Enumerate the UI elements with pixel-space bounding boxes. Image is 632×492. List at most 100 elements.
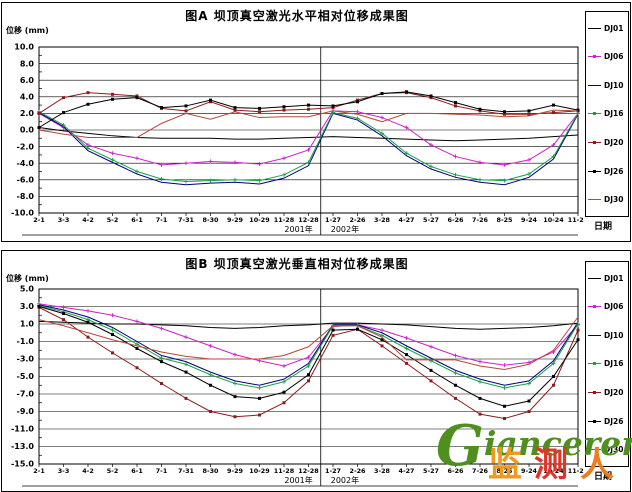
legend-line-sample [588,277,601,279]
svg-text:7-1: 7-1 [156,467,168,475]
legend-item-dj16: DJ16 [586,109,628,118]
svg-text:-2.0: -2.0 [17,142,35,151]
svg-text:-11.0: -11.0 [11,425,34,434]
svg-text:2001年: 2001年 [284,224,312,234]
svg-text:-1.0: -1.0 [17,337,35,346]
svg-text:3-28: 3-28 [374,467,391,475]
legend-line-sample [588,305,601,309]
svg-text:8-25: 8-25 [497,216,513,224]
svg-text:3.0: 3.0 [20,302,35,311]
svg-text:7-26: 7-26 [472,467,489,475]
legend-line-sample [588,55,601,59]
svg-text:6.0: 6.0 [20,76,35,85]
legend-series-name: DJ20 [604,388,624,398]
legend-item-dj26: DJ26 [586,167,628,176]
chart-b-title: 图B 坝顶真空激光垂直相对位移成果图 [185,257,409,271]
legend-series-name: DJ10 [604,330,624,340]
legend-series-name: DJ30 [604,195,624,205]
svg-text:-13.0: -13.0 [11,442,34,451]
svg-text:7-31: 7-31 [178,467,194,475]
legend-line-sample [588,419,601,423]
legend-item-dj06: DJ06 [586,52,628,61]
chart-b-legend: DJ01 DJ06 DJ10 DJ16 DJ20 DJ26 DJ30 [585,261,629,467]
svg-text:2.0: 2.0 [20,109,35,118]
svg-text:3-28: 3-28 [374,216,391,224]
svg-text:3-3: 3-3 [58,216,70,224]
svg-text:6-26: 6-26 [448,467,465,475]
svg-text:6-26: 6-26 [448,216,465,224]
chart-a-panel: 图A 坝顶真空激光水平相对位移成果图 位移 (mm) -10.0 -8.0 -6.0… [1,2,631,242]
chart-b-y-axis-unit: 位移 (mm) [6,274,49,283]
svg-text:3-3: 3-3 [58,467,70,475]
svg-text:-6.0: -6.0 [17,176,35,185]
legend-line-sample [588,27,601,29]
svg-text:-8.0: -8.0 [17,192,35,201]
svg-text:5.0: 5.0 [20,285,35,294]
legend-line-sample [588,169,601,173]
svg-text:10-29: 10-29 [249,216,270,224]
svg-text:9-29: 9-29 [227,216,244,224]
svg-text:12-28: 12-28 [298,467,319,475]
svg-text:2-1: 2-1 [33,216,45,224]
svg-text:5-27: 5-27 [423,467,439,475]
legend-series-name: DJ01 [604,273,624,283]
svg-text:4.0: 4.0 [20,93,35,102]
legend-series-name: DJ06 [604,52,624,62]
svg-text:9-29: 9-29 [227,467,244,475]
svg-text:7-26: 7-26 [472,216,489,224]
svg-text:-9.0: -9.0 [17,407,35,416]
svg-text:8-30: 8-30 [203,467,220,475]
legend-series-name: DJ30 [604,445,624,455]
svg-text:9-24: 9-24 [521,467,538,475]
legend-item-dj30: DJ30 [586,445,628,454]
svg-text:4-27: 4-27 [399,216,415,224]
svg-text:10-24: 10-24 [543,216,564,224]
legend-line-sample [588,362,601,366]
legend-line-sample [588,334,601,336]
svg-text:5-27: 5-27 [423,216,439,224]
chart-a-legend: DJ01 DJ06 DJ10 DJ16 DJ20 DJ26 DJ30 [585,11,629,217]
legend-item-dj10: DJ10 [586,331,628,340]
chart-b-plot: -15.0 -13.0 -11.0 -9.0 -7.0 -5.0 -3.0 -1.0 1.0 3.… [11,285,584,487]
svg-text:2002年: 2002年 [331,475,359,485]
legend-line-sample [588,199,601,201]
legend-item-dj20: DJ20 [586,388,628,397]
legend-series-name: DJ01 [604,23,624,33]
svg-text:-10.0: -10.0 [11,209,34,218]
svg-text:8-30: 8-30 [203,216,220,224]
svg-text:2002年: 2002年 [331,224,359,234]
legend-item-dj26: DJ26 [586,417,628,426]
chart-a-title: 图A 坝顶真空激光水平相对位移成果图 [185,9,409,23]
svg-text:-5.0: -5.0 [17,372,35,381]
svg-text:10.0: 10.0 [14,43,34,52]
legend-series-name: DJ16 [604,359,624,369]
svg-text:11-23: 11-23 [568,216,584,224]
legend-item-dj30: DJ30 [586,195,628,204]
svg-text:2-26: 2-26 [350,216,367,224]
legend-series-name: DJ26 [604,416,624,426]
svg-text:1-27: 1-27 [325,467,341,475]
legend-line-sample [588,391,601,395]
svg-text:2001年: 2001年 [284,475,312,485]
svg-text:8-25: 8-25 [497,467,513,475]
svg-text:11-23: 11-23 [568,467,584,475]
svg-text:1-27: 1-27 [325,216,341,224]
svg-text:2-26: 2-26 [350,467,367,475]
legend-line-sample [588,84,601,86]
chart-b-x-axis-label: 日期 [594,472,613,482]
svg-text:4-2: 4-2 [82,216,94,224]
legend-line-sample [588,449,601,451]
legend-series-name: DJ16 [604,109,624,119]
legend-line-sample [588,112,601,116]
svg-text:0.0: 0.0 [20,126,35,135]
chart-a-plot: -10.0 -8.0 -6.0 -4.0 -2.0 0.0 2.0 4.0 6.0 8.0 10.0… [11,43,584,236]
svg-text:10-24: 10-24 [543,467,564,475]
svg-text:4-2: 4-2 [82,467,94,475]
svg-text:-7.0: -7.0 [17,390,35,399]
legend-item-dj01: DJ01 [586,274,628,283]
svg-text:8.0: 8.0 [20,59,35,68]
svg-text:7-1: 7-1 [156,216,168,224]
svg-text:-4.0: -4.0 [17,159,35,168]
legend-series-name: DJ20 [604,138,624,148]
svg-text:11-28: 11-28 [274,216,295,224]
